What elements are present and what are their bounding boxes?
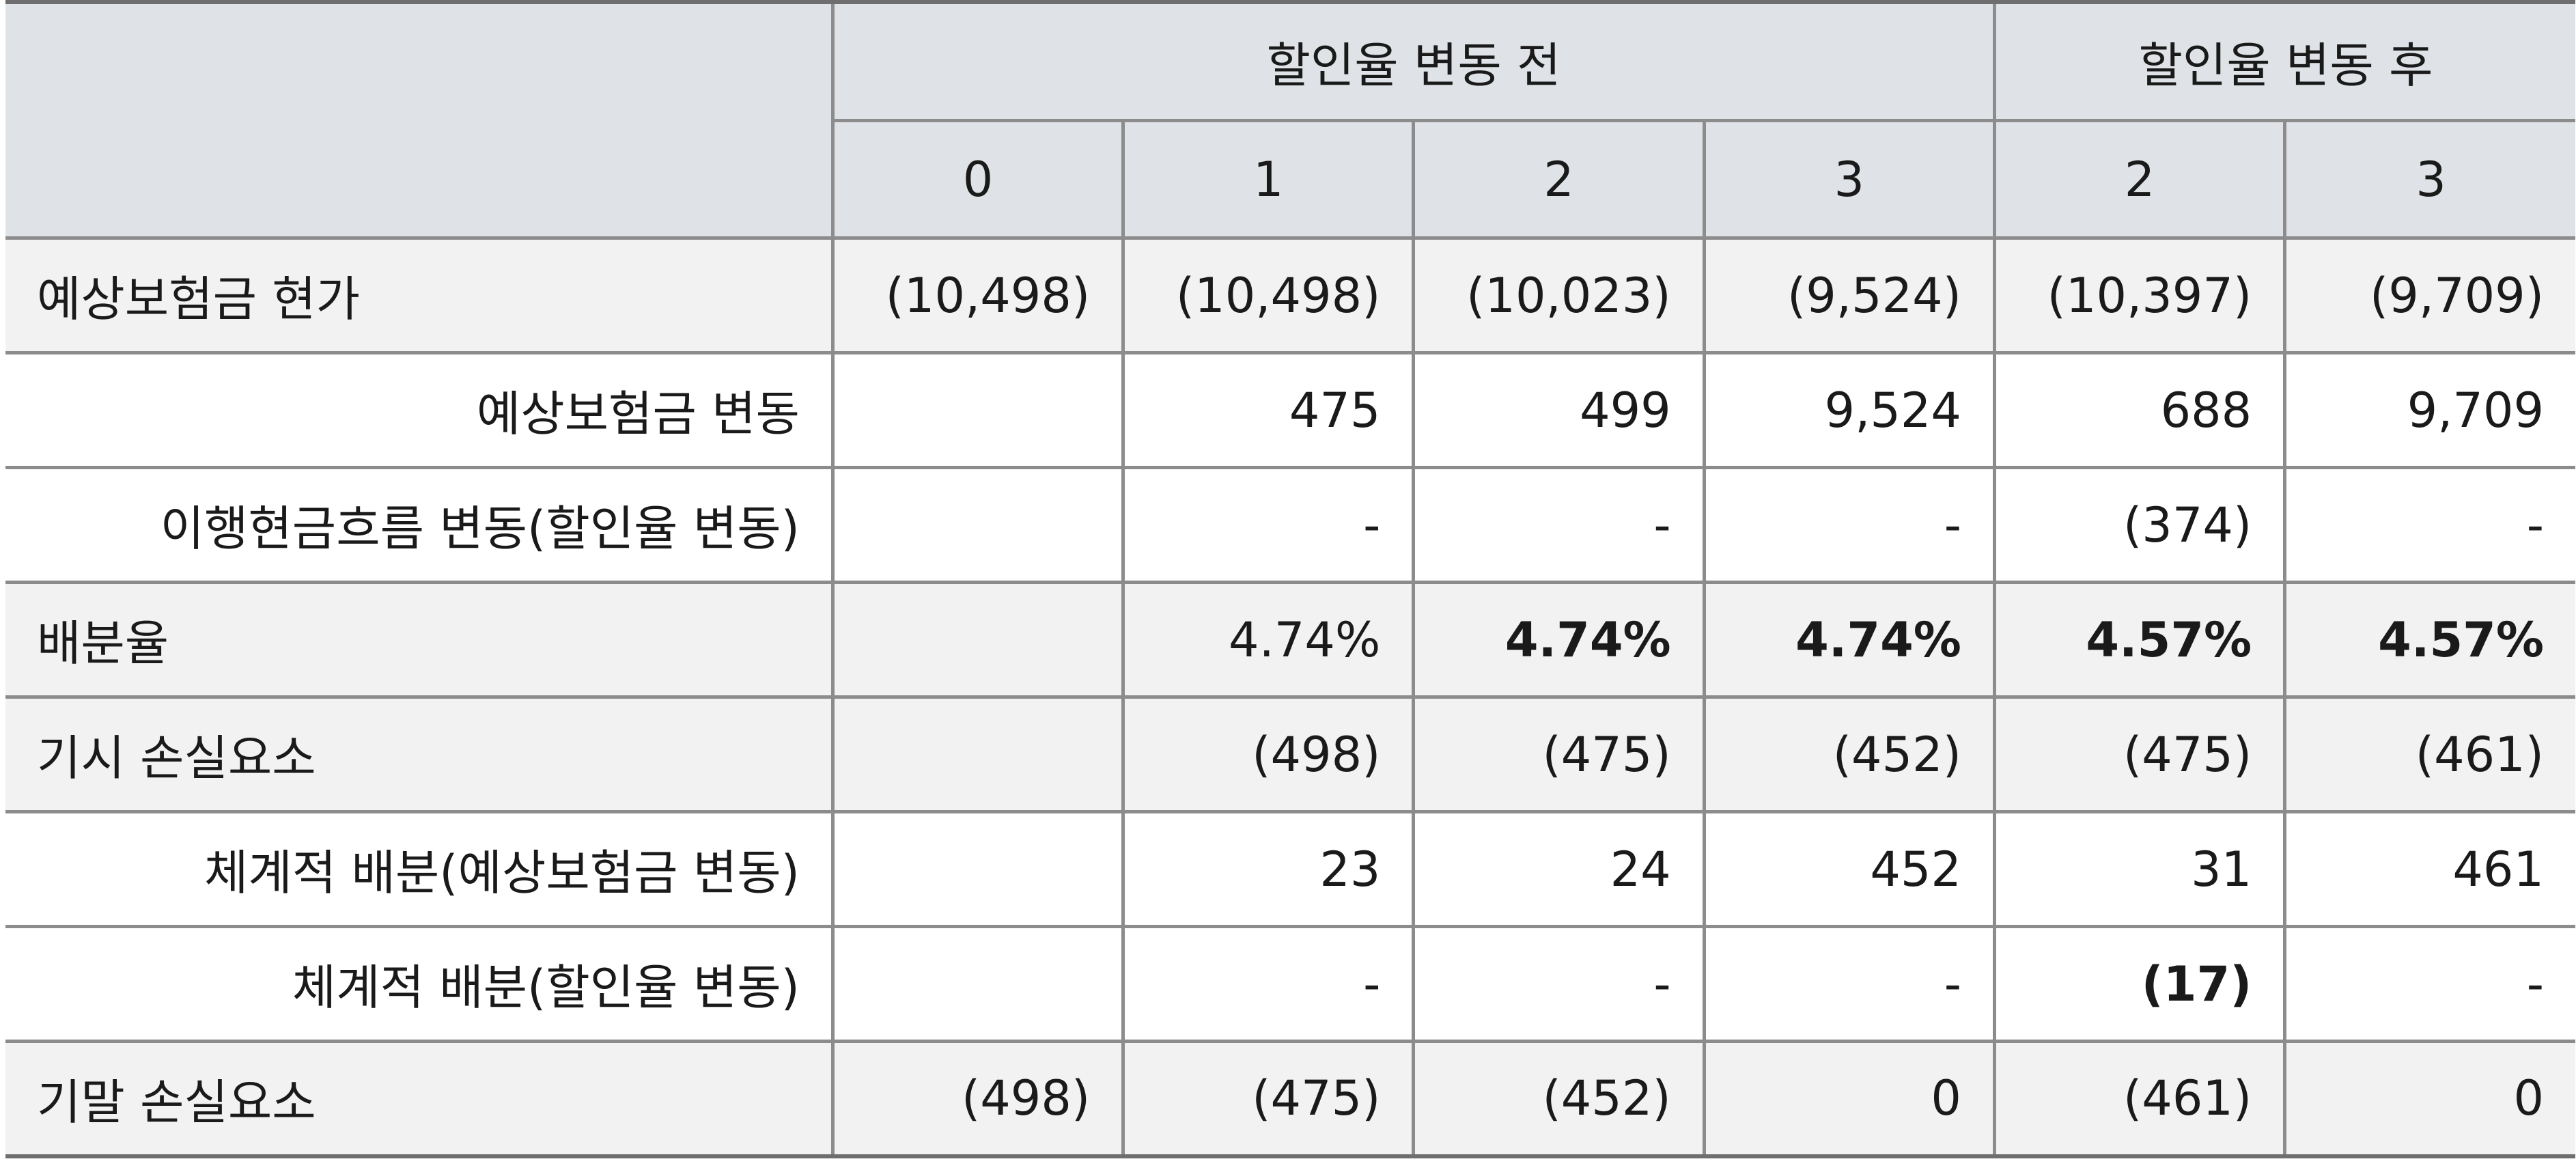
table-cell: - [1121,466,1416,584]
table-cell: (452) [1702,695,1996,813]
header-period: 2 [1992,119,2287,240]
row-label: 배분율 [5,581,835,699]
table-cell: 9,709 [2283,351,2575,469]
table-cell: 461 [2283,810,2575,928]
table-cell: 499 [1412,351,1706,469]
table-cell: 4.57% [1992,581,2287,699]
table-cell [830,466,1125,584]
table-row-expected-claims-change: 예상보험금 변동 475 499 9,524 688 9,709 [5,351,2575,469]
header-period: 3 [1702,119,1996,240]
table-cell: (475) [1121,1040,1416,1158]
table-cell: - [1702,466,1996,584]
table-row-expected-claims-pv: 예상보험금 현가 (10,498) (10,498) (10,023) (9,5… [5,236,2575,354]
table-cell [830,351,1125,469]
table-cell: (461) [1992,1040,2287,1158]
table-cell: (10,023) [1412,236,1706,354]
table-cell [830,695,1125,813]
table-cell: 24 [1412,810,1706,928]
table-cell: (498) [830,1040,1125,1158]
table-cell: - [2283,466,2575,584]
table-cell: (374) [1992,466,2287,584]
table-cell [830,810,1125,928]
table-cell: (9,709) [2283,236,2575,354]
header-period: 1 [1121,119,1416,240]
table-cell: 452 [1702,810,1996,928]
table-cell: - [1702,925,1996,1043]
table-cell: 4.74% [1702,581,1996,699]
table-cell: (9,524) [1702,236,1996,354]
row-label: 기시 손실요소 [5,695,835,813]
table-cell: 23 [1121,810,1416,928]
table-cell: (10,498) [830,236,1125,354]
table-cell: - [1412,925,1706,1043]
table-cell: (10,397) [1992,236,2287,354]
loss-component-table: 할인율 변동 전 할인율 변동 후 0 1 2 3 2 3 예상보험금 현가 (… [5,0,2575,1158]
header-period: 3 [2283,119,2575,240]
table-cell: - [1121,925,1416,1043]
table-cell: (10,498) [1121,236,1416,354]
table-cell [830,581,1125,699]
header-row-group: 할인율 변동 전 할인율 변동 후 [5,0,2575,240]
table-cell: - [2283,925,2575,1043]
header-group-before: 할인율 변동 전 [830,0,1996,122]
table-cell: (498) [1121,695,1416,813]
table-cell: (17) [1992,925,2287,1043]
row-label: 예상보험금 변동 [5,351,835,469]
header-period: 2 [1412,119,1706,240]
table-row-closing-loss-component: 기말 손실요소 (498) (475) (452) 0 (461) 0 [5,1040,2575,1158]
table-cell: 0 [2283,1040,2575,1158]
table-cell: (461) [2283,695,2575,813]
table-cell: 4.74% [1121,581,1416,699]
table-row-fulfilment-cf-change: 이행현금흐름 변동(할인율 변동) - - - (374) - [5,466,2575,584]
table-cell: - [1412,466,1706,584]
table-cell: 4.74% [1412,581,1706,699]
row-label: 예상보험금 현가 [5,236,835,354]
table-cell: 31 [1992,810,2287,928]
table-cell: 4.57% [2283,581,2575,699]
table-row-opening-loss-component: 기시 손실요소 (498) (475) (452) (475) (461) [5,695,2575,813]
row-label: 기말 손실요소 [5,1040,835,1158]
table-cell: (452) [1412,1040,1706,1158]
table-cell [830,925,1125,1043]
header-group-after: 할인율 변동 후 [1992,0,2575,122]
row-label: 이행현금흐름 변동(할인율 변동) [5,466,835,584]
table-cell: 688 [1992,351,2287,469]
header-corner-cell [5,0,835,240]
table-cell: 0 [1702,1040,1996,1158]
table-row-systematic-allocation-claims: 체계적 배분(예상보험금 변동) 23 24 452 31 461 [5,810,2575,928]
table-cell: 475 [1121,351,1416,469]
header-row-periods: 0 1 2 3 2 3 [5,119,2575,240]
table-cell: (475) [1412,695,1706,813]
table-row-systematic-allocation-discount: 체계적 배분(할인율 변동) - - - (17) - [5,925,2575,1043]
header-period: 0 [830,119,1125,240]
table-row-allocation-rate: 배분율 4.74% 4.74% 4.74% 4.57% 4.57% [5,581,2575,699]
table-cell: 9,524 [1702,351,1996,469]
row-label: 체계적 배분(할인율 변동) [5,925,835,1043]
table-cell: (475) [1992,695,2287,813]
row-label: 체계적 배분(예상보험금 변동) [5,810,835,928]
